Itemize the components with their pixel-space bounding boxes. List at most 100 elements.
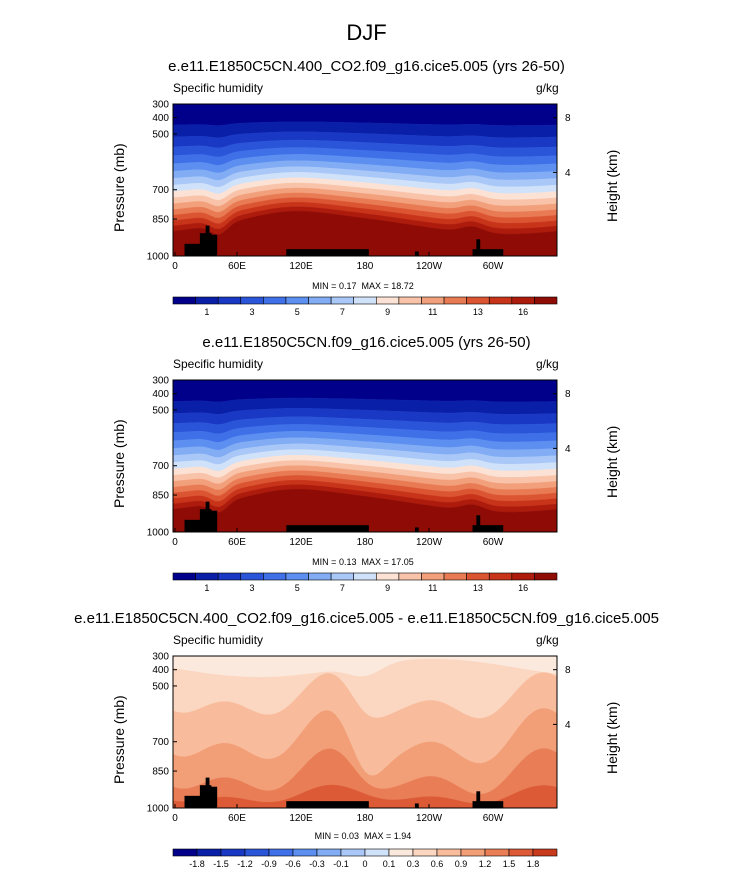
panel2-title: e.e11.E1850C5CN.f09_g16.cice5.005 (yrs 2…	[202, 334, 531, 351]
panel1-y2-tick-label-0: 8	[565, 113, 571, 124]
panel3-colorbar-swatch-14	[508, 848, 534, 857]
panel1-colorbar-label-4: 9	[385, 307, 390, 317]
panel3-colorbar-label-6: -0.1	[333, 859, 349, 869]
panel3-max-label: MAX =	[364, 831, 392, 841]
panel3-y2-tick-label-1: 4	[565, 720, 571, 731]
panel1-topo-block-7	[414, 251, 419, 256]
panel2-x-tick-label-0: 0	[172, 537, 178, 548]
panel3-x-tick-label-4: 120W	[416, 813, 443, 824]
panel1-y-tick-label-4: 850	[152, 215, 169, 226]
panel1-colorbar-label-1: 3	[250, 307, 255, 317]
panel1-topo-block-3	[209, 234, 218, 256]
panel3-colorbar-swatch-3	[244, 848, 270, 857]
panel3-min-max: MIN = 0.03 MAX = 1.94	[315, 831, 412, 841]
panel2-topo-block-6	[476, 515, 481, 532]
panel2-max-label: MAX =	[361, 557, 389, 567]
panel1-colorbar-swatch-7	[330, 296, 355, 305]
panel2-topography	[184, 501, 504, 532]
panel2-colorbar-swatch-15	[511, 572, 535, 581]
panel2-min-label: MIN =	[312, 557, 337, 567]
panel1-y-tick-label-2: 500	[152, 129, 169, 140]
panel2-y2-tick-label-0: 8	[565, 389, 571, 400]
panel2-y-tick-label-3: 700	[152, 461, 169, 472]
panel2-x-tick-label-2: 120E	[289, 537, 313, 548]
panel1-y-tick-label-1: 400	[152, 113, 169, 124]
panel2-variable-label: Specific humidity	[173, 357, 264, 371]
panel3-y-tick-label-1: 400	[152, 665, 169, 676]
panel2-colorbar-swatch-3	[240, 572, 264, 581]
panel3-min-value: 0.03	[341, 831, 359, 841]
panel2-contour-field	[172, 379, 558, 533]
panel1-topo-block-5	[472, 249, 504, 256]
panel3-colorbar-swatch-15	[532, 848, 558, 857]
panel2-colorbar-label-4: 9	[385, 583, 390, 593]
panel2-colorbar-label-2: 5	[295, 583, 300, 593]
panel3-title: e.e11.E1850C5CN.400_CO2.f09_g16.cice5.00…	[74, 610, 659, 627]
panel1-colorbar-swatch-5	[285, 296, 309, 305]
panel1-colorbar-swatch-15	[511, 296, 535, 305]
panel3-x-tick-label-3: 180	[357, 813, 374, 824]
panel1-band-0	[172, 103, 558, 126]
panel3-colorbar-label-12: 1.2	[479, 859, 492, 869]
panel3-colorbar-label-0: -1.8	[189, 859, 205, 869]
panel3-y-tick-label-0: 300	[152, 652, 169, 663]
panel2-colorbar-swatch-6	[308, 572, 332, 581]
panel2-colorbar-swatch-8	[353, 572, 377, 581]
panel1-x-tick-label-4: 120W	[416, 261, 443, 272]
panel2-colorbar-label-1: 3	[250, 583, 255, 593]
panel1-colorbar-swatch-8	[353, 296, 377, 305]
panel2-colorbar-swatch-4	[263, 572, 287, 581]
panel2-topo-block-4	[286, 525, 369, 532]
panel2-x-tick-label-4: 120W	[416, 537, 443, 548]
panel1-title: e.e11.E1850C5CN.400_CO2.f09_g16.cice5.00…	[168, 58, 565, 75]
panel3-colorbar-swatch-5	[292, 848, 318, 857]
panel1-y2-tick-label-1: 4	[565, 168, 571, 179]
panel3-topo-block-6	[476, 791, 481, 808]
panel3-colorbar-swatch-10	[412, 848, 438, 857]
panel2-colorbar-swatch-5	[285, 572, 309, 581]
panel1-topo-block-4	[286, 249, 369, 256]
panel2-colorbar-label-5: 11	[428, 583, 437, 593]
panel1-colorbar-swatch-10	[398, 296, 422, 305]
panel1-colorbar-swatch-4	[263, 296, 287, 305]
panel2-topo-block-5	[472, 525, 504, 532]
panel3-topo-block-2	[205, 777, 210, 808]
panel2-colorbar-swatch-1	[195, 572, 219, 581]
panel1-colorbar-label-3: 7	[340, 307, 345, 317]
panel3-topo-block-7	[414, 803, 419, 808]
panel2-colorbar-label-3: 7	[340, 583, 345, 593]
panel3-axes: 300 400 500 700 850 1000 8 4 0 60E 120E 180 120W 60W	[147, 652, 571, 825]
panel3-colorbar-label-3: -0.9	[261, 859, 277, 869]
panel1-colorbar-label-0: 1	[204, 307, 209, 317]
panel2-min-max: MIN = 0.13 MAX = 17.05	[312, 557, 414, 567]
panel3-colorbar-swatch-12	[460, 848, 486, 857]
panel3-colorbar-swatch-4	[268, 848, 294, 857]
panel1-colorbar-swatch-1	[195, 296, 219, 305]
panel1-y-tick-label-5: 1000	[147, 252, 170, 263]
panel1-x-tick-label-0: 0	[172, 261, 178, 272]
panel2-colorbar-swatch-12	[443, 572, 467, 581]
panel1-max-label: MAX =	[361, 281, 389, 291]
panel3-units-label: g/kg	[536, 633, 559, 647]
panel2-colorbar-swatch-2	[217, 572, 242, 581]
panel3-colorbar-label-5: -0.3	[309, 859, 325, 869]
panel2-colorbar-swatch-13	[466, 572, 490, 581]
panel3-colorbar-label-14: 1.8	[527, 859, 540, 869]
panel2-y-tick-label-1: 400	[152, 389, 169, 400]
panel3-variable-label: Specific humidity	[173, 633, 264, 647]
panel2-y2-tick-label-1: 4	[565, 444, 571, 455]
panel3-colorbar-label-7: 0	[362, 859, 367, 869]
panel3-colorbar-swatch-1	[196, 848, 222, 857]
panel1-variable-label: Specific humidity	[173, 81, 264, 95]
panel3-colorbar-swatch-9	[388, 848, 414, 857]
panel3-colorbar-label-8: 0.1	[383, 859, 396, 869]
panel3-colorbar-swatch-13	[484, 848, 510, 857]
panel1-x-tick-label-3: 180	[357, 261, 374, 272]
panel3-colorbar-label-13: 1.5	[503, 859, 516, 869]
panel2-topo-block-3	[209, 510, 218, 532]
panel2-max-value: 17.05	[391, 557, 414, 567]
panel1-y-tick-label-3: 700	[152, 185, 169, 196]
panel1-x-tick-label-5: 60W	[483, 261, 504, 272]
panel3-topography	[184, 777, 504, 808]
panel2-topo-block-7	[414, 527, 419, 532]
